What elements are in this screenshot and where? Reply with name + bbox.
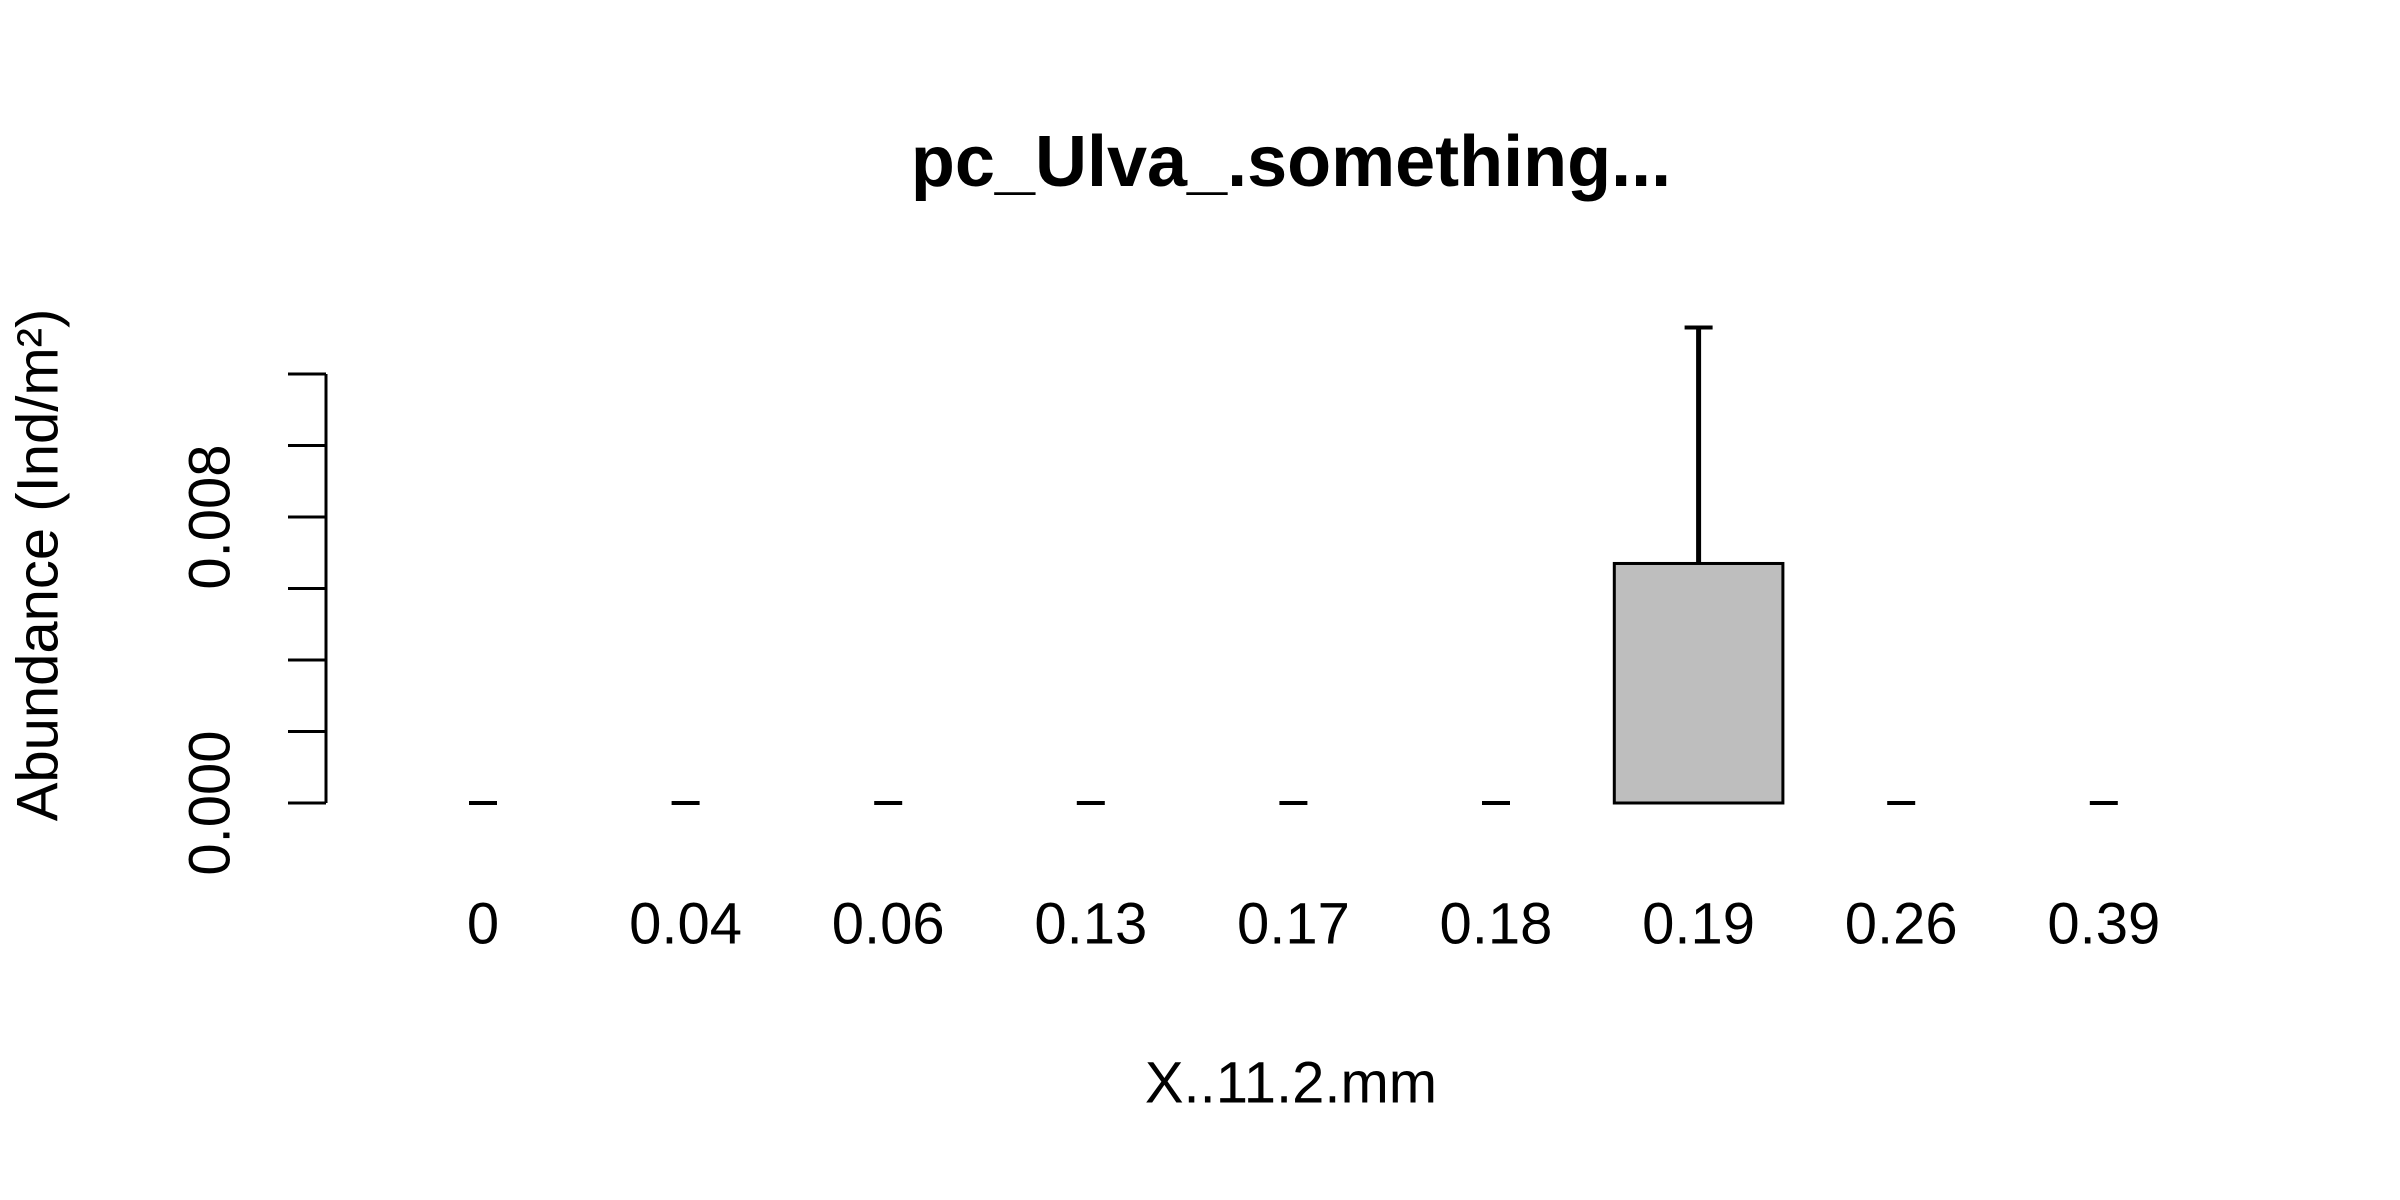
x-tick-label: 0.17 xyxy=(1237,891,1350,956)
x-tick-label: 0.39 xyxy=(2047,891,2160,956)
chart-title: pc_Ulva_.something... xyxy=(911,122,1671,202)
y-axis-label: Abundance (Ind/m²) xyxy=(5,309,70,822)
x-tick-label: 0.13 xyxy=(1034,891,1147,956)
x-tick-label: 0.19 xyxy=(1642,891,1755,956)
x-tick-label: 0.04 xyxy=(629,891,742,956)
x-tick-label: 0 xyxy=(467,891,499,956)
bar xyxy=(1612,561,1785,805)
x-tick-label: 0.06 xyxy=(832,891,945,956)
x-tick-label: 0.18 xyxy=(1440,891,1553,956)
y-tick-label: 0.008 xyxy=(177,444,242,589)
x-tick-label: 0.26 xyxy=(1845,891,1958,956)
x-axis-label: X..11.2.mm xyxy=(1145,1050,1437,1115)
y-tick-label: 0.000 xyxy=(177,730,242,875)
